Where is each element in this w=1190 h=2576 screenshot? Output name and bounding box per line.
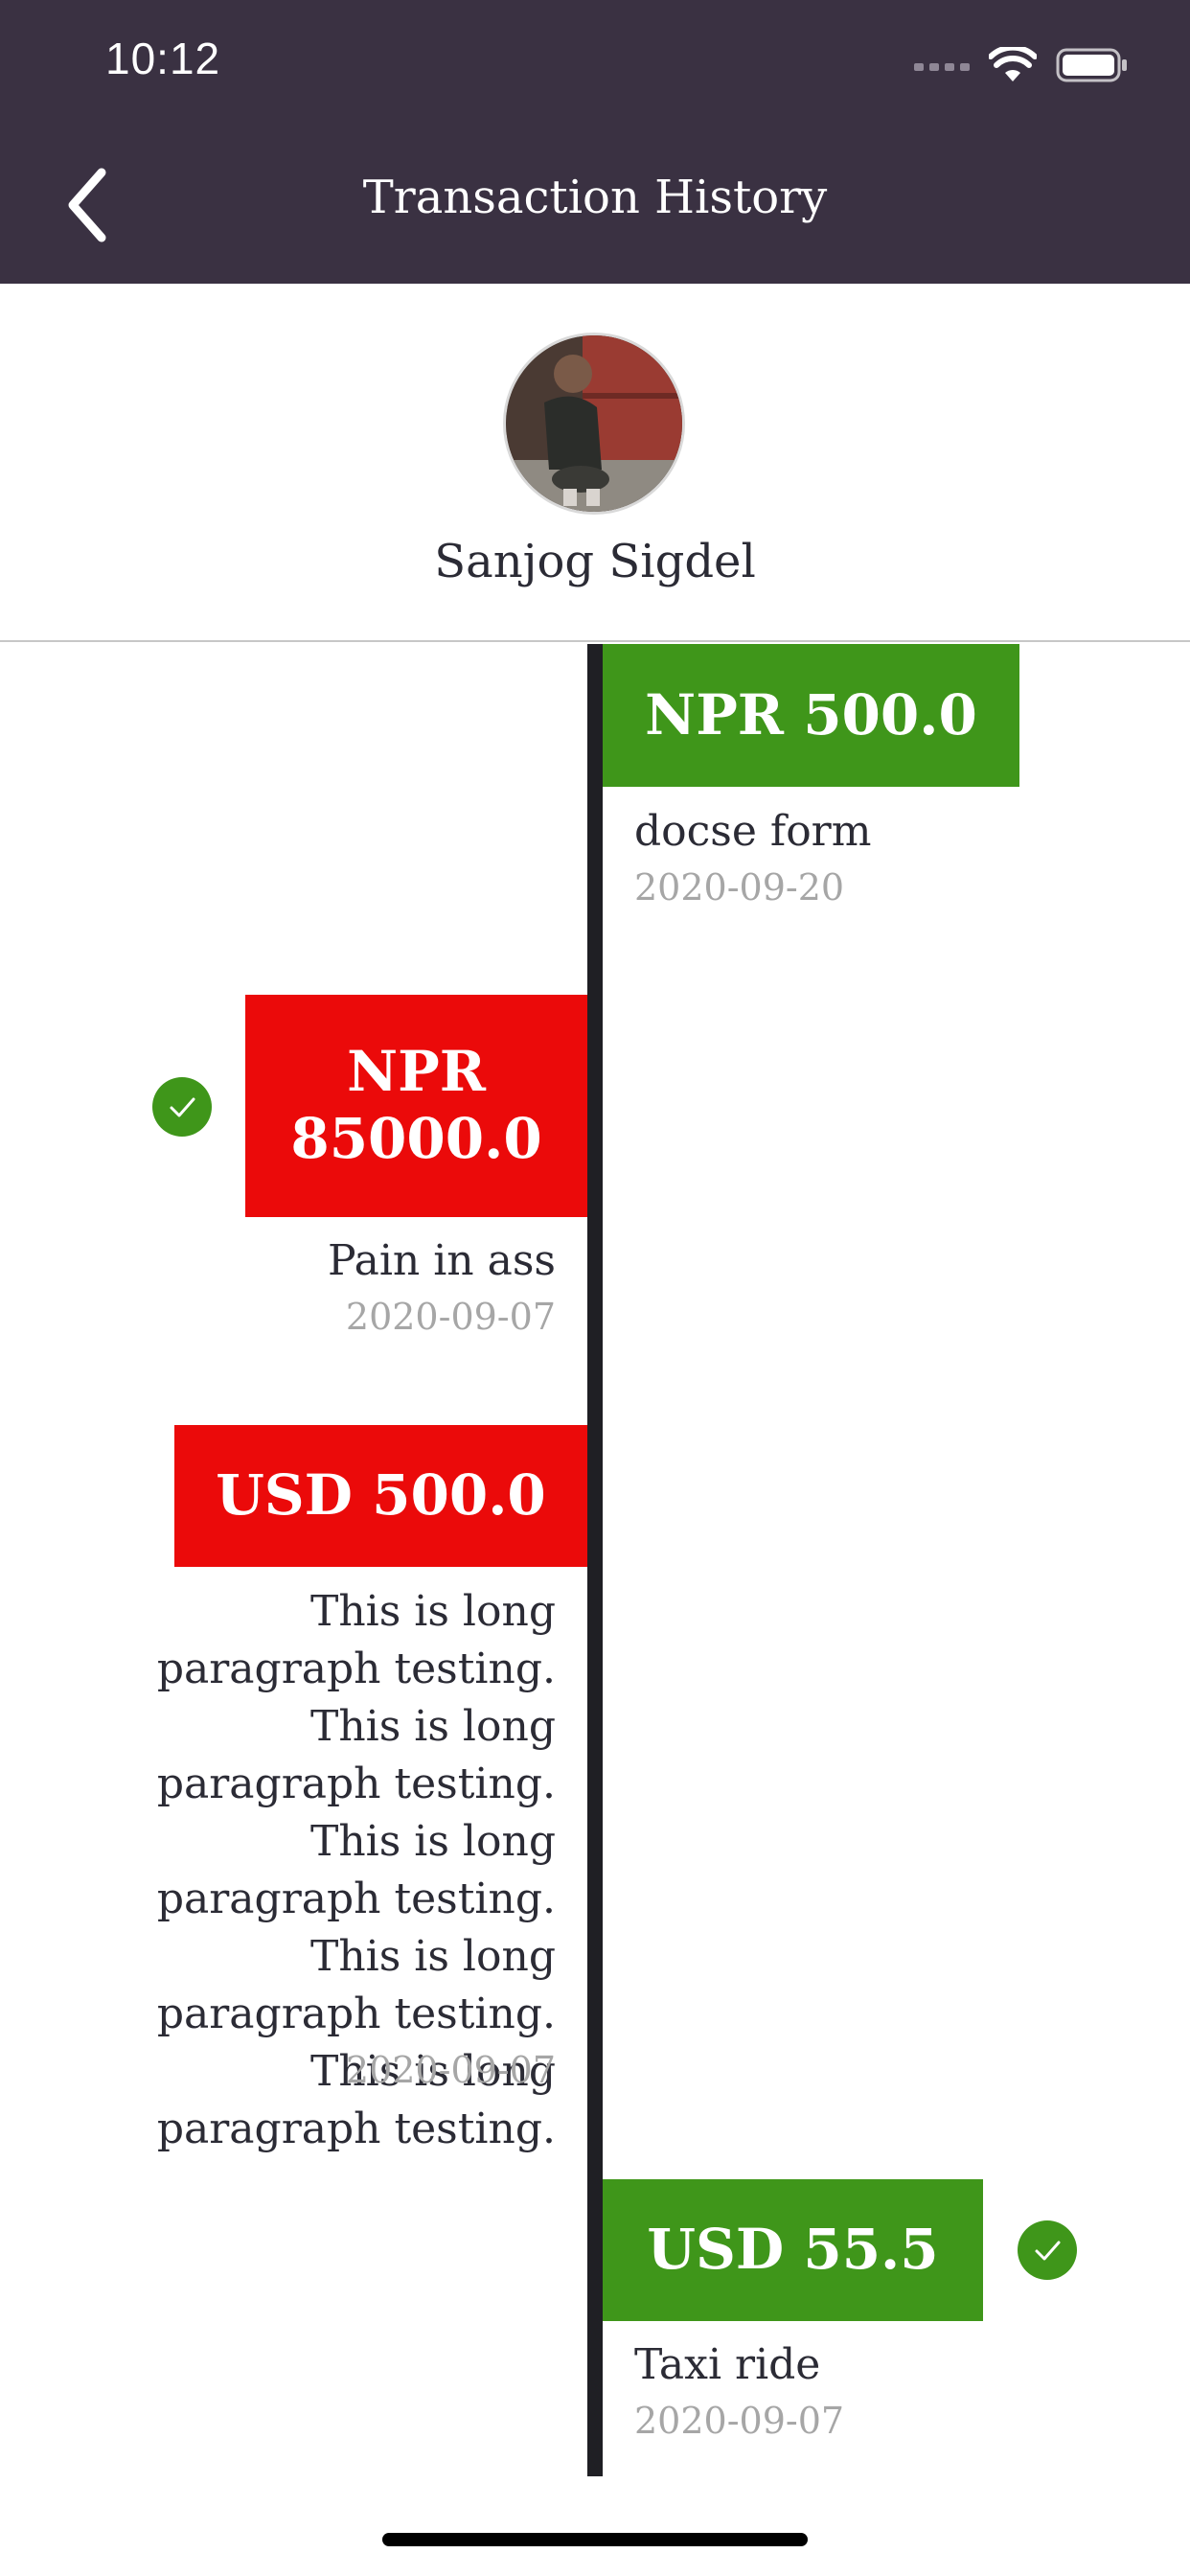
- home-indicator[interactable]: [382, 2533, 808, 2546]
- transaction-date: 2020-09-07: [345, 2049, 556, 2091]
- page-title: Transaction History: [362, 171, 828, 224]
- transaction-amount[interactable]: USD 55.5: [603, 2179, 983, 2321]
- transaction-description: Taxi ride: [634, 2340, 821, 2389]
- battery-icon: [1056, 48, 1127, 82]
- transaction-date: 2020-09-07: [634, 2400, 845, 2442]
- transaction-amount[interactable]: USD 500.0: [174, 1425, 587, 1567]
- timeline-line: [587, 644, 603, 2476]
- back-button[interactable]: [54, 159, 121, 251]
- status-time: 10:12: [105, 34, 221, 83]
- transaction-description: This is long paragraph testing. This is …: [156, 1587, 556, 2153]
- profile-section: Sanjog Sigdel: [0, 284, 1190, 642]
- profile-name: Sanjog Sigdel: [434, 535, 756, 588]
- status-icons: [914, 44, 1129, 86]
- header-bar: 10:12 Transaction History: [0, 0, 1190, 284]
- chevron-left-icon: [68, 168, 106, 242]
- avatar[interactable]: [503, 333, 685, 515]
- signal-icon: [914, 63, 970, 71]
- transaction-date: 2020-09-07: [345, 1296, 556, 1338]
- transaction-description: Pain in ass: [327, 1236, 556, 1285]
- divider: [0, 640, 1190, 642]
- transaction-date: 2020-09-20: [634, 866, 845, 908]
- verified-check-icon: [1018, 2220, 1077, 2280]
- verified-check-icon: [152, 1077, 212, 1137]
- transaction-amount[interactable]: NPR 500.0: [603, 644, 1019, 787]
- transaction-amount[interactable]: NPR 85000.0: [245, 995, 587, 1217]
- wifi-icon: [989, 47, 1037, 81]
- transaction-description: docse form: [634, 807, 872, 856]
